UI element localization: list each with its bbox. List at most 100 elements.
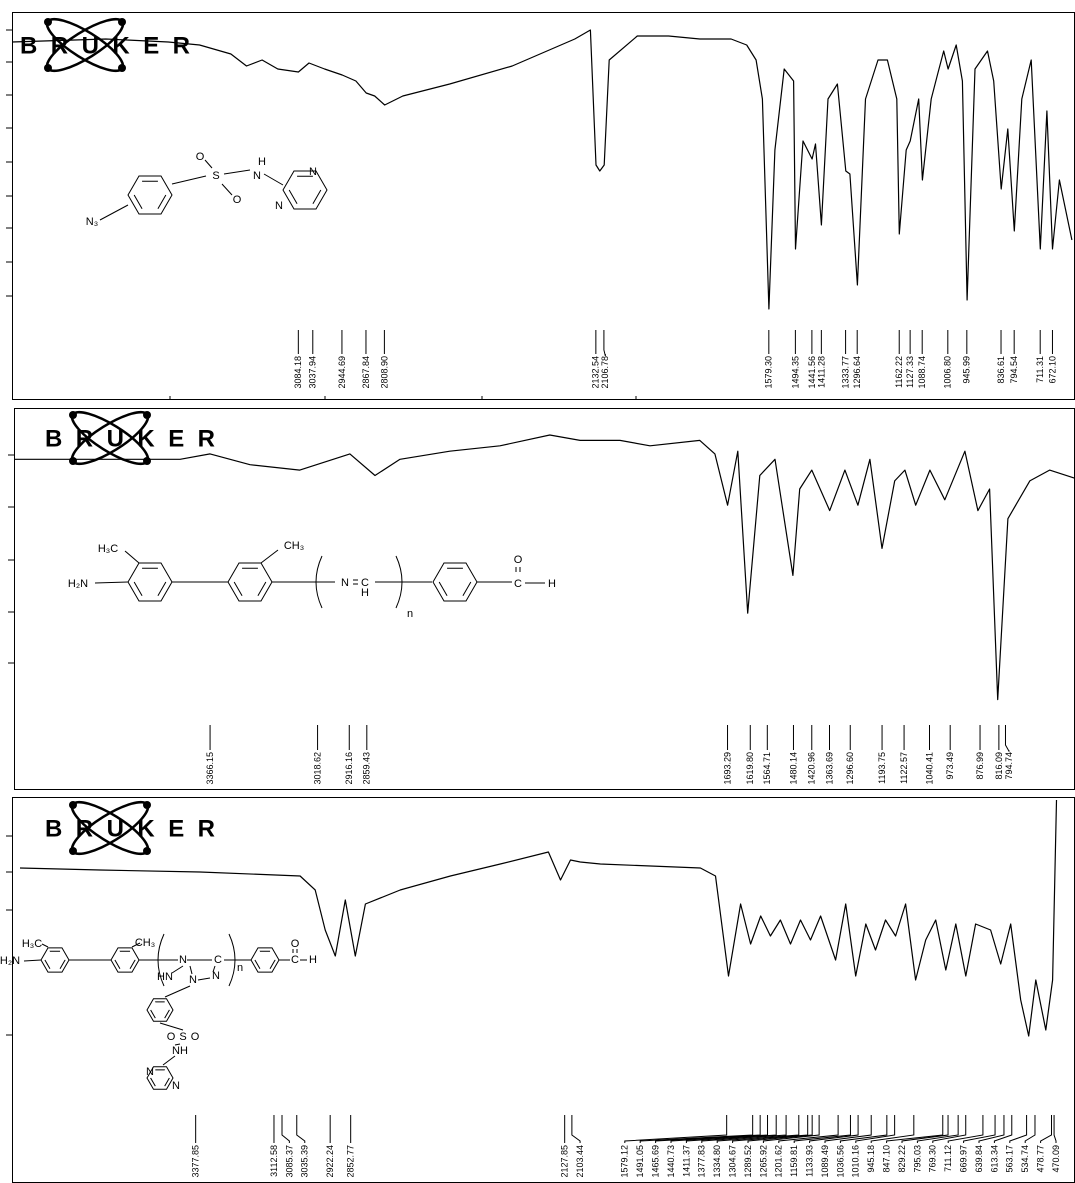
peak-marker	[747, 1115, 813, 1143]
spectrum-line	[14, 434, 1075, 701]
ring-inner	[254, 950, 276, 970]
peak-label: 769.30	[928, 1145, 938, 1173]
bond	[124, 550, 140, 564]
structure-label: N	[275, 200, 283, 212]
peak-label: 1122.57	[899, 752, 909, 784]
peak-label: 2132.54	[591, 356, 601, 389]
peak-label: 1040.41	[924, 752, 934, 785]
structure-label: C	[214, 954, 222, 966]
ring	[146, 1066, 174, 1090]
structure-label: N	[212, 970, 220, 982]
ring	[146, 998, 174, 1022]
structure-label: O	[167, 1031, 176, 1043]
peak-label: 1010.16	[851, 1145, 861, 1178]
structure-label: N	[189, 974, 197, 986]
structure	[99, 159, 328, 221]
peak-label: 470.09	[1051, 1145, 1061, 1173]
peak-marker	[932, 1115, 967, 1143]
peak-marker	[963, 1115, 996, 1143]
peak-marker	[1040, 1115, 1053, 1143]
structure-label: N	[309, 166, 317, 178]
peak-label: 1089.49	[820, 1145, 830, 1178]
peak-marker	[603, 330, 606, 357]
logo-dot	[143, 847, 151, 855]
panel-frame	[12, 797, 1075, 1183]
peak-label: 1480.14	[788, 752, 798, 785]
structure-label: C	[514, 578, 522, 590]
structure-label: CH₃	[284, 540, 304, 552]
peak-label: 669.97	[958, 1145, 968, 1173]
peak-marker	[655, 1115, 761, 1143]
bond	[164, 985, 191, 998]
peak-label: 2852.77	[346, 1145, 356, 1178]
structure-label: NH	[172, 1045, 188, 1057]
peak-label: 672.10	[1047, 356, 1057, 384]
peak-label: 1465.69	[650, 1145, 660, 1178]
ring-inner	[133, 180, 167, 210]
peak-label: 1159.81	[789, 1145, 799, 1177]
structure-label: n	[237, 962, 243, 974]
bond	[171, 175, 207, 185]
structure-label: N	[172, 1080, 180, 1092]
peak-marker	[886, 1115, 944, 1143]
peak-marker	[947, 1115, 984, 1143]
peak-label: 639.84	[974, 1145, 984, 1173]
structure-label: H₃C	[22, 938, 42, 950]
peak-marker	[624, 1115, 728, 1143]
panel-frame	[12, 12, 1075, 400]
peak-marker	[809, 1115, 859, 1143]
bond	[204, 159, 213, 169]
peak-marker	[571, 1115, 581, 1143]
bond	[94, 581, 129, 584]
structure-label: S	[179, 1031, 186, 1043]
peak-label: 1006.80	[943, 356, 953, 389]
structure-label: N	[179, 954, 187, 966]
logo-dot	[118, 64, 126, 72]
structure-label: N	[253, 170, 261, 182]
bond	[99, 204, 129, 221]
ring-inner	[44, 950, 66, 970]
peak-marker	[762, 1115, 820, 1143]
bracket	[157, 933, 165, 987]
bond	[174, 1043, 181, 1046]
peak-label: 1296.64	[852, 356, 862, 389]
peak-label: 1494.35	[790, 356, 800, 389]
peak-label: 2916.16	[344, 752, 354, 785]
peak-label: 816.09	[994, 752, 1004, 780]
peak-marker	[281, 1115, 290, 1143]
peak-marker	[824, 1115, 872, 1143]
peak-label: 2867.84	[361, 356, 371, 389]
peak-marker	[1004, 725, 1010, 753]
peak-label: 1162.22	[894, 356, 904, 388]
logo-dot	[69, 411, 77, 419]
peak-marker	[1009, 1115, 1028, 1143]
peak-marker	[870, 1115, 915, 1143]
peak-label: 2106.78	[600, 356, 610, 389]
peak-marker	[296, 1115, 306, 1143]
peak-label: 1579.30	[764, 356, 774, 389]
peak-marker	[778, 1115, 839, 1143]
peak-label: 3037.94	[308, 356, 318, 389]
peak-label: 1193.75	[877, 752, 887, 784]
peak-label: 2944.69	[337, 356, 347, 389]
logo-dot	[44, 64, 52, 72]
structure-label: H	[258, 156, 266, 168]
spectrum-line	[11, 29, 1073, 310]
peak-label: 2922.24	[325, 1145, 335, 1178]
bond	[223, 169, 251, 175]
structure-label: N	[341, 577, 349, 589]
bond	[189, 965, 193, 975]
structure-label: H	[361, 587, 369, 599]
peak-label: 829.22	[897, 1145, 907, 1173]
peak-label: 1036.56	[835, 1145, 845, 1178]
ring-inner	[133, 567, 167, 597]
peak-label: 945.18	[866, 1145, 876, 1173]
peak-label: 3018.62	[312, 752, 322, 785]
peak-label: 1127.33	[905, 356, 915, 388]
peak-label: 3085.37	[284, 1145, 294, 1178]
